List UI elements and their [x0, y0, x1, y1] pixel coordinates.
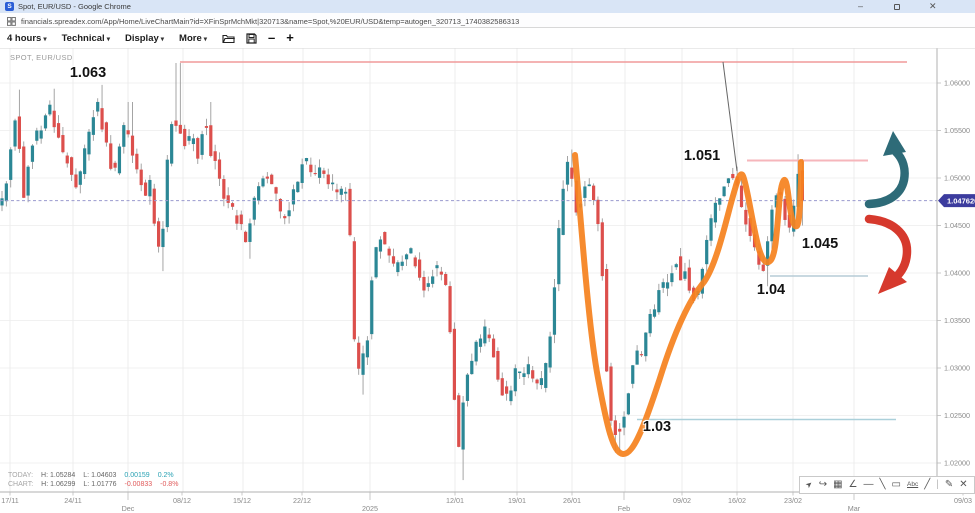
- grid-icon[interactable]: ▦: [833, 479, 843, 490]
- url-bar[interactable]: financials.spreadex.com/App/Home/LiveCha…: [0, 13, 975, 28]
- freehand-pattern-curve[interactable]: [572, 152, 804, 457]
- chart-toolbar: 4 hours ▾ Technical ▾ Display ▾ More ▾ – +: [0, 28, 975, 48]
- candles: [0, 63, 804, 481]
- annotation-label-1-045[interactable]: 1.045: [801, 236, 839, 252]
- y-axis-label: 1.03000: [944, 364, 970, 373]
- chart-stats: TODAY: H: 1.05284 L: 1.04603 0.00159 0.2% CH…: [8, 471, 186, 489]
- x-axis-date-label: 16/02: [728, 496, 746, 505]
- annotation-label-1-04[interactable]: 1.04: [756, 282, 786, 298]
- text-icon[interactable]: Abc: [907, 481, 919, 488]
- gridlines: [0, 48, 937, 492]
- rectangle-icon[interactable]: ▭: [891, 479, 901, 490]
- chevron-down-icon: ▾: [160, 35, 165, 43]
- curve-arrow-icon[interactable]: ↪: [818, 479, 828, 490]
- x-axis-date-label: 19/01: [508, 496, 526, 505]
- y-axis-label: 1.02000: [944, 459, 970, 468]
- y-axis-label: 1.06000: [944, 79, 970, 88]
- y-axis-label: 1.05000: [944, 174, 970, 183]
- divider: |: [936, 479, 939, 490]
- svg-text:1.047620: 1.047620: [947, 196, 975, 205]
- chevron-down-icon: ▾: [106, 35, 110, 43]
- today-stats-row: TODAY: H: 1.05284 L: 1.04603 0.00159 0.2%: [8, 472, 174, 479]
- x-axis-date-label: 09/03: [954, 496, 972, 505]
- x-axis-date-label: 24/11: [64, 496, 81, 505]
- chevron-down-icon: ▾: [43, 35, 47, 43]
- x-axis-date-label: 23/02: [784, 496, 802, 505]
- annotation-label-1-03[interactable]: 1.03: [642, 419, 672, 435]
- hline-icon[interactable]: —: [863, 479, 874, 490]
- annotation-lines[interactable]: [180, 61, 907, 421]
- minimize-button[interactable]: –: [858, 1, 864, 11]
- y-axis-label: 1.04500: [944, 221, 970, 230]
- current-price-badge: 1.047620: [938, 194, 975, 208]
- line-icon[interactable]: ╱: [924, 479, 931, 490]
- spreadex-favicon: S: [5, 2, 14, 11]
- more-dropdown[interactable]: More ▾: [179, 32, 207, 44]
- zoom-out-icon[interactable]: –: [268, 30, 276, 45]
- pencil-icon[interactable]: ✎: [944, 479, 954, 490]
- x-axis-month-label: 2025: [362, 504, 378, 513]
- url-text: financials.spreadex.com/App/Home/LiveCha…: [21, 16, 520, 26]
- window-titlebar: S Spot, EUR/USD - Google Chrome – ✕: [0, 0, 975, 13]
- zoom-in-icon[interactable]: +: [286, 30, 294, 45]
- x-axis-date-label: 09/02: [673, 496, 691, 505]
- pointer-icon[interactable]: ➤: [803, 479, 815, 491]
- y-axis-label: 1.04000: [944, 269, 970, 278]
- axes: 1.06000 1.05500 1.05000 1.04500 1.04000 1.035…: [0, 47, 975, 513]
- trendline-icon[interactable]: ╲: [879, 479, 886, 490]
- site-info-icon[interactable]: [7, 17, 16, 26]
- x-axis-date-label: 15/12: [233, 496, 251, 505]
- maximize-button[interactable]: [894, 3, 900, 10]
- chart-stats-row: CHART: H: 1.06299 L: 1.01776 -0.00833 -0.8%: [8, 481, 179, 488]
- delete-icon[interactable]: ✕: [959, 479, 968, 490]
- y-axis-label: 1.02500: [944, 411, 970, 420]
- x-axis-date-label: 12/01: [446, 496, 464, 505]
- x-axis-date-label: 22/12: [293, 496, 311, 505]
- x-axis-date-label: 08/12: [173, 496, 191, 505]
- x-axis-date-label: 26/01: [563, 496, 581, 505]
- annotation-label-1-051[interactable]: 1.051: [683, 148, 721, 164]
- symbol-label: SPOT, EUR/USD: [10, 53, 73, 62]
- y-axis-label: 1.05500: [944, 126, 970, 135]
- window-title: Spot, EUR/USD - Google Chrome: [18, 2, 131, 11]
- technical-dropdown[interactable]: Technical ▾: [61, 32, 110, 44]
- save-icon[interactable]: [246, 32, 257, 44]
- x-axis-month-label: Dec: [122, 504, 135, 513]
- x-axis-month-label: Feb: [618, 504, 630, 513]
- arrow-up-annotation[interactable]: [864, 131, 909, 209]
- angle-icon[interactable]: ∠: [848, 479, 858, 490]
- close-button[interactable]: ✕: [929, 1, 937, 11]
- annotation-label-1-063[interactable]: 1.063: [69, 65, 107, 81]
- y-axis-label: 1.03500: [944, 316, 970, 325]
- x-axis-date-label: 17/11: [1, 496, 18, 505]
- drawing-toolbar: ➤ ↪ ▦ ∠ — ╲ ▭ Abc ╱ | ✎ ✕: [799, 476, 975, 494]
- arrow-down-annotation[interactable]: [864, 214, 912, 294]
- open-chart-icon[interactable]: [222, 33, 235, 44]
- timeframe-dropdown[interactable]: 4 hours ▾: [7, 32, 47, 44]
- pointer-line[interactable]: [722, 61, 738, 172]
- chevron-down-icon: ▾: [203, 35, 207, 43]
- display-dropdown[interactable]: Display ▾: [124, 32, 165, 44]
- x-axis-month-label: Mar: [848, 504, 861, 513]
